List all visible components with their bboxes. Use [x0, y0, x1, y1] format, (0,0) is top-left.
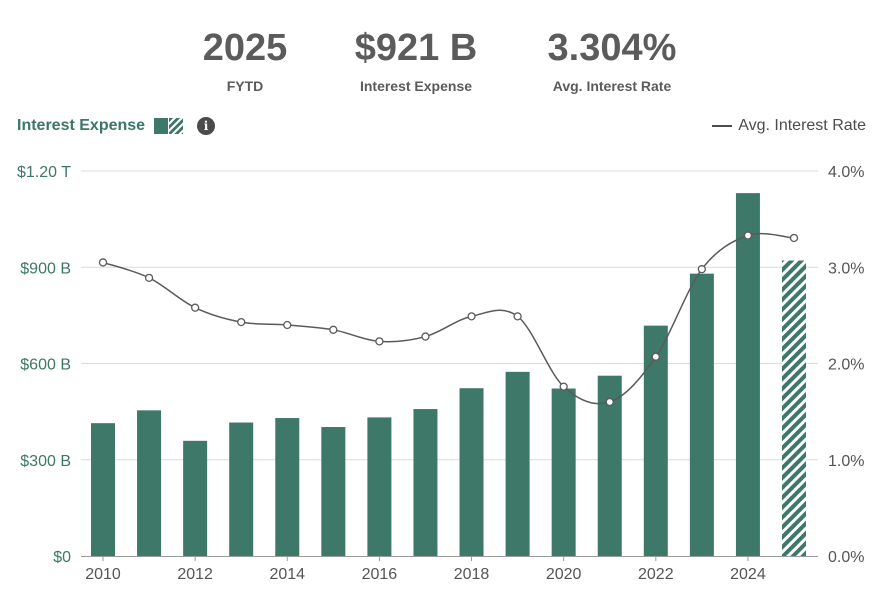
right-axis-tick-label: 3.0% [828, 260, 864, 277]
info-icon[interactable]: i [197, 117, 216, 135]
rate-point [467, 312, 476, 321]
bars [91, 193, 806, 556]
kpi-value: 2025 [202, 27, 288, 69]
right-axis-tick-label: 0.0% [828, 549, 864, 566]
legend-solid-swatch [154, 118, 169, 134]
legend-avg-interest-rate: Avg. Interest Rate [712, 115, 866, 137]
bar [505, 371, 530, 556]
bar [551, 388, 576, 556]
bar [459, 388, 484, 556]
rate-point [559, 382, 568, 391]
rate-point [651, 352, 660, 361]
x-axis-tick-label: 2016 [362, 566, 398, 583]
x-axis-tick-label: 2020 [546, 566, 582, 583]
left-axis-tick-label: $300 B [20, 453, 71, 470]
bar [643, 325, 668, 556]
bar [321, 427, 346, 556]
rate-point [605, 397, 614, 407]
x-axis-tick-label: 2024 [730, 566, 766, 583]
left-axis-tick-label: $1.20 T [17, 164, 71, 181]
kpi-summary: 2025 FYTD $921 B Interest Expense 3.304%… [0, 26, 887, 106]
bar [275, 418, 300, 556]
bar [183, 440, 208, 556]
right-axis-tick-label: 2.0% [828, 357, 864, 374]
right-axis-tick-label: 4.0% [828, 164, 864, 181]
x-axis-tick-label: 2018 [454, 566, 490, 583]
bar [782, 260, 806, 556]
bar [413, 409, 438, 556]
left-axis-tick-label: $0 [53, 549, 71, 566]
rate-point [697, 265, 707, 274]
bar [137, 410, 162, 556]
kpi-value: 3.304% [547, 27, 677, 69]
right-axis-tick-label: 1.0% [828, 453, 864, 470]
rate-point [513, 312, 522, 321]
x-axis-tick-label: 2012 [177, 566, 213, 583]
left-axis-tick-label: $900 B [20, 260, 71, 277]
bar [229, 422, 254, 556]
rate-point [190, 303, 200, 312]
x-axis-tick-label: 2022 [638, 566, 674, 583]
legend-line-label: Avg. Interest Rate [738, 117, 866, 134]
rate-point [144, 273, 154, 282]
bar [367, 417, 392, 556]
kpi-label: FYTD [226, 78, 264, 94]
bar [689, 273, 714, 556]
kpi-label: Avg. Interest Rate [552, 78, 672, 94]
kpi-fiscal-year: 2025 FYTD [195, 26, 295, 94]
rate-point [237, 317, 246, 327]
kpi-avg-interest-rate: 3.304% Avg. Interest Rate [527, 26, 697, 94]
x-axis-tick-label: 2010 [85, 566, 121, 583]
legend-interest-expense: Interest Expense i [17, 115, 216, 137]
left-axis-tick-label: $600 B [20, 357, 71, 374]
legend-line-swatch [712, 125, 733, 127]
kpi-value: $921 B [354, 27, 478, 69]
rate-point [421, 332, 430, 341]
rate-point [375, 337, 384, 346]
kpi-label: Interest Expense [359, 78, 473, 94]
rate-point [329, 325, 338, 334]
legend-bars-label: Interest Expense [17, 117, 146, 134]
x-axis-tick-label: 2014 [269, 566, 305, 583]
bar [91, 423, 115, 556]
rate-point [283, 320, 292, 330]
axes: $0 0.0% $300 B 1.0% $600 B 2.0% $900 B 3.0% $1.2… [17, 164, 864, 583]
legend-hatched-swatch [169, 118, 184, 134]
rate-line [98, 231, 799, 407]
rate-point [743, 231, 753, 240]
rate-point [98, 258, 108, 267]
bar [735, 193, 760, 556]
rate-point [789, 233, 799, 243]
kpi-interest-expense: $921 B Interest Expense [336, 26, 496, 94]
rate-line-path [102, 232, 795, 405]
